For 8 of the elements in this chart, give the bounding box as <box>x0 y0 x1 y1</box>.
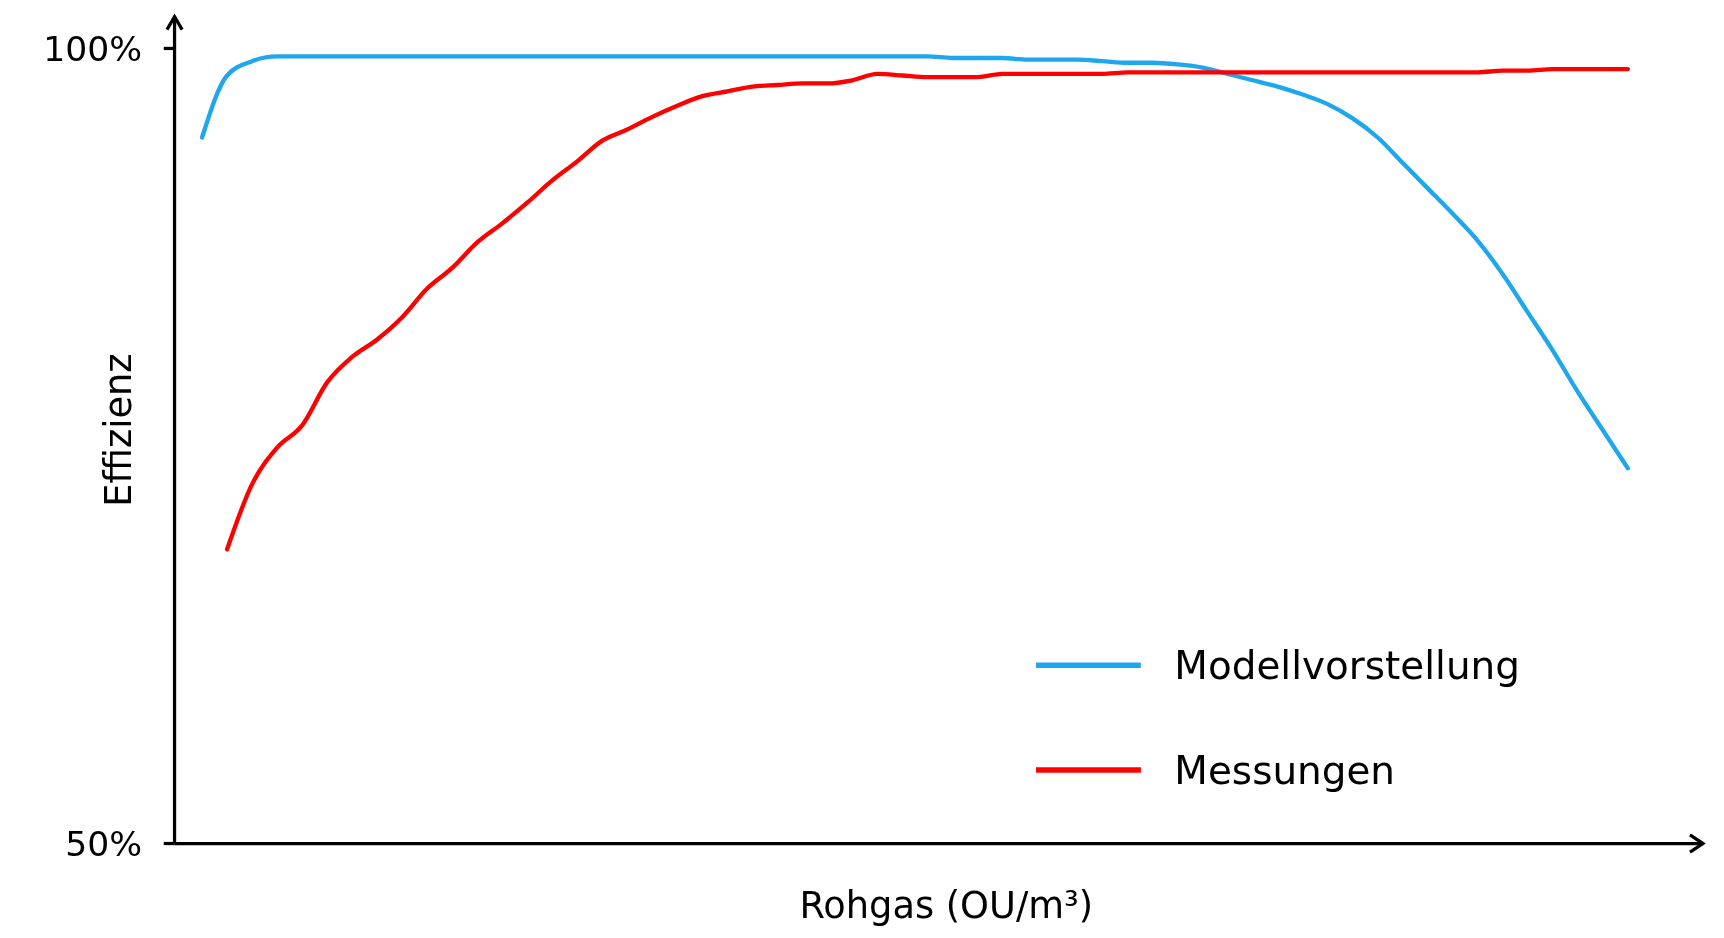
y-tick-label: 100% <box>43 28 143 69</box>
legend-label: Messungen <box>1174 747 1396 793</box>
y-tick-label: 50% <box>65 823 143 864</box>
x-axis-title: Rohgas (OU/m³) <box>799 884 1094 928</box>
line-series <box>224 66 1630 552</box>
line-series <box>199 54 1630 471</box>
y-axis-title: Effizienz <box>97 353 141 507</box>
legend-label: Modellvorstellung <box>1174 642 1520 688</box>
